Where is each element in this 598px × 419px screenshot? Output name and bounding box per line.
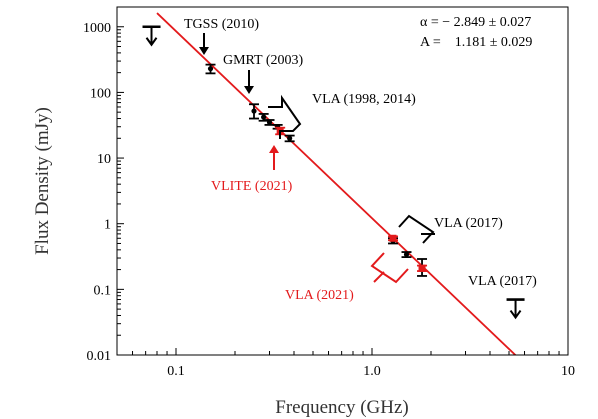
upper-limit-marker	[142, 25, 161, 47]
vla-2021-bracket	[370, 252, 409, 284]
data-point	[248, 103, 259, 120]
vlite-arrowhead	[269, 145, 279, 153]
data-point	[401, 251, 412, 258]
point-marker	[403, 251, 410, 258]
upper-limit-marker	[506, 298, 525, 320]
y-tick-label: 10	[97, 152, 111, 167]
vla-2017-label-upper: VLA (2017)	[434, 216, 503, 231]
vla-1998-bracket	[268, 94, 302, 139]
vlite-label: VLITE (2021)	[211, 179, 293, 194]
limit-arrowhead	[145, 37, 158, 47]
x-tick-label: 1.0	[363, 364, 381, 379]
x-axis-title: Frequency (GHz)	[275, 397, 408, 418]
x-tick-label: 10	[561, 364, 575, 379]
point-marker	[251, 108, 257, 114]
annotation-shapes	[199, 33, 435, 284]
vla-1998-label: VLA (1998, 2014)	[312, 92, 416, 107]
limit-arrowhead	[509, 309, 522, 320]
point-marker	[389, 234, 397, 242]
vla-2017-bracket	[398, 214, 435, 244]
point-marker	[207, 66, 214, 72]
point-marker	[266, 119, 273, 125]
vla-2017-label-lower: VLA (2017)	[468, 274, 537, 289]
tgss-arrowhead	[199, 47, 209, 55]
gmrt-label: GMRT (2003)	[223, 53, 304, 68]
tgss-label: TGSS (2010)	[184, 17, 259, 32]
gmrt-arrowhead	[244, 86, 254, 94]
fit-alpha-label: α = − 2.849 ± 0.027	[420, 15, 531, 30]
x-tick-label: 0.1	[167, 364, 185, 379]
point-marker	[418, 264, 426, 272]
y-tick-label: 1	[104, 218, 111, 233]
fit-a-label: A = 1.181 ± 0.029	[420, 35, 532, 50]
y-axis-title: Flux Density (mJy)	[32, 107, 53, 255]
data-point	[284, 134, 295, 143]
point-marker	[261, 114, 267, 120]
y-tick-label: 0.1	[94, 283, 112, 298]
data-point	[417, 264, 428, 272]
vla-2021-label: VLA (2021)	[285, 288, 354, 303]
data-point	[205, 63, 216, 75]
y-tick-label: 100	[90, 86, 111, 101]
y-tick-label: 1000	[83, 21, 111, 36]
fit-line	[156, 12, 517, 355]
plot-frame	[116, 6, 569, 356]
y-tick-label: 0.01	[87, 349, 112, 364]
data-point	[388, 234, 399, 242]
point-marker	[287, 135, 293, 141]
